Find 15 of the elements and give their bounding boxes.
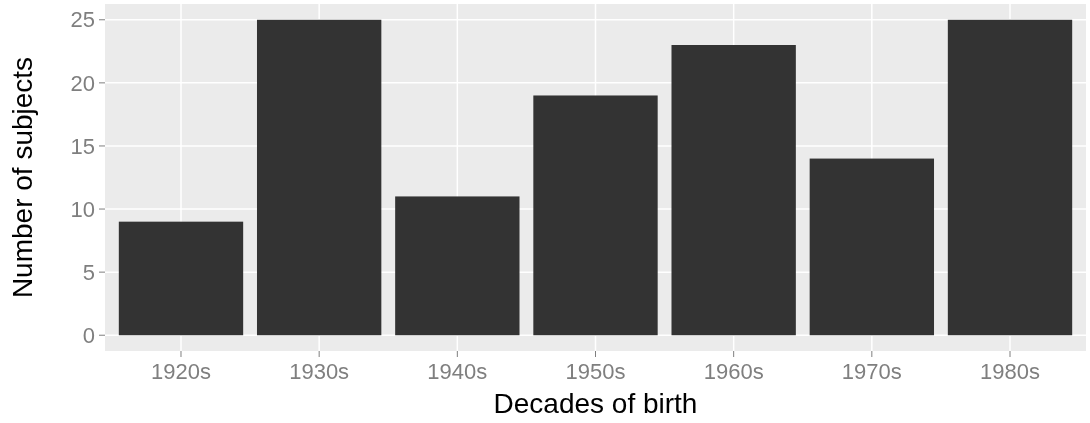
x-tick-label: 1920s [151, 359, 211, 384]
y-tick-label: 0 [82, 322, 95, 348]
y-tick-label: 20 [70, 70, 95, 96]
y-tick-label: 5 [82, 259, 95, 285]
x-tick-label: 1940s [427, 359, 488, 384]
x-tick-label: 1930s [289, 359, 350, 384]
x-axis-title: Decades of birth [493, 388, 698, 419]
x-tick-label: 1950s [565, 359, 626, 384]
y-tick-label: 25 [70, 7, 95, 33]
x-tick-label: 1960s [703, 359, 764, 384]
x-tick-label: 1980s [980, 359, 1040, 384]
y-axis-title: Number of subjects [7, 56, 38, 299]
y-tick-label: 10 [70, 196, 95, 222]
y-tick-label: 15 [70, 133, 95, 159]
x-tick-label: 1970s [841, 359, 902, 384]
